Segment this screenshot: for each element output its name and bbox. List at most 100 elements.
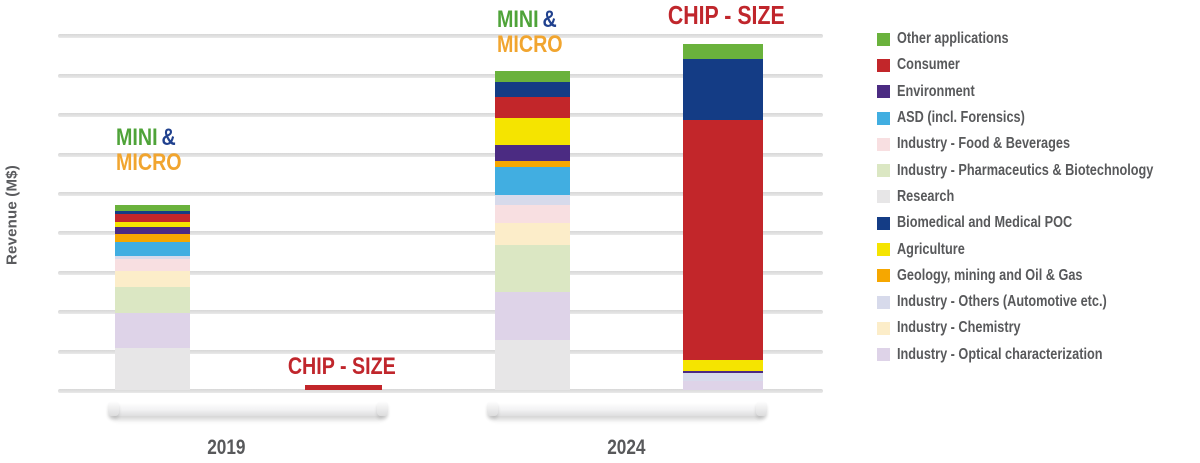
bar-segment-industry-optical-characterization xyxy=(495,291,570,340)
legend-label: Industry - Pharmaceutics & Biotechnology xyxy=(897,161,1154,179)
legend-item: Geology, mining and Oil & Gas xyxy=(877,263,1200,289)
legend-item: Research xyxy=(877,184,1200,210)
legend-swatch xyxy=(877,111,890,125)
annotation-mini-word: MINI xyxy=(497,6,539,33)
bar-chip-size-2024 xyxy=(683,43,763,390)
bar-segment-geology-mining-and-oil-gas xyxy=(115,234,190,242)
bar-segment-consumer xyxy=(683,119,763,361)
legend-label: Geology, mining and Oil & Gas xyxy=(897,266,1083,284)
legend-swatch xyxy=(877,348,890,362)
bar-segment-agriculture xyxy=(115,221,190,227)
x-axis-bracket-2024 xyxy=(487,401,767,416)
bar-mini-micro-2024 xyxy=(495,70,570,390)
legend-swatch xyxy=(877,321,890,335)
legend-swatch xyxy=(877,137,890,151)
bar-segment-industry-others-automotive-etc- xyxy=(495,195,570,205)
annotation-amp: & xyxy=(161,124,176,151)
legend-swatch xyxy=(877,243,890,257)
legend: Other applications Consumer Environment ASD… xyxy=(877,26,1200,368)
legend-label: Consumer xyxy=(897,56,960,74)
bar-segment-industry-others-automotive-etc- xyxy=(683,373,763,381)
legend-item: Industry - Others (Automotive etc.) xyxy=(877,289,1200,315)
legend-label: Environment xyxy=(897,82,975,100)
bar-chip-size-2019 xyxy=(305,384,382,390)
bar-segment-biomedical-and-medical-poc xyxy=(683,58,763,120)
legend-label: Industry - Others (Automotive etc.) xyxy=(897,293,1107,311)
bar-segment-environment xyxy=(495,145,570,162)
legend-swatch xyxy=(877,216,890,230)
gridline xyxy=(58,152,823,157)
legend-item: Other applications xyxy=(877,26,1200,52)
legend-label: Agriculture xyxy=(897,240,965,258)
x-axis-bracket-2019 xyxy=(108,401,388,416)
bar-segment-other-applications xyxy=(683,43,763,59)
annotation-mini-micro-2024: MINI & MICRO xyxy=(497,6,577,58)
legend-label: Other applications xyxy=(897,30,1009,48)
bar-segment-industry-pharmaceutics-biotechnology xyxy=(115,287,190,314)
gridline xyxy=(58,270,823,275)
bar-segment-environment xyxy=(683,371,763,374)
legend-label: Industry - Food & Beverages xyxy=(897,135,1071,153)
annotation-chip-size-2024: CHIP - SIZE xyxy=(667,0,785,30)
bar-segment-industry-chemistry xyxy=(115,271,190,288)
legend-swatch xyxy=(877,295,890,309)
annotation-mini-word: MINI xyxy=(116,124,158,151)
bar-segment-industry-chemistry xyxy=(495,222,570,246)
legend-swatch xyxy=(877,269,890,283)
gridline xyxy=(58,231,823,236)
bar-segment-biomedical-and-medical-poc xyxy=(115,210,190,214)
legend-swatch xyxy=(877,58,890,72)
bar-segment-asd-incl-forensics- xyxy=(115,241,190,257)
bar-segment-geology-mining-and-oil-gas xyxy=(495,161,570,168)
annotation-micro-word: MICRO xyxy=(497,30,563,58)
legend-item: Biomedical and Medical POC xyxy=(877,210,1200,236)
plot-area xyxy=(58,34,823,393)
bar-segment-other-applications xyxy=(495,70,570,83)
legend-item: Industry - Pharmaceutics & Biotechnology xyxy=(877,157,1200,183)
legend-item: Consumer xyxy=(877,52,1200,78)
gridline xyxy=(58,310,823,315)
legend-item: Industry - Optical characterization xyxy=(877,342,1200,368)
bar-segment-consumer xyxy=(495,97,570,119)
x-tick-2019: 2019 xyxy=(206,436,246,459)
bar-mini-micro-2019 xyxy=(115,204,190,390)
bar-segment-industry-others-automotive-etc- xyxy=(115,256,190,260)
bar-segment-other-applications xyxy=(115,204,190,211)
bar-segment-industry-food-beverages xyxy=(495,204,570,223)
gridline xyxy=(58,389,823,393)
bar-segment-asd-incl-forensics- xyxy=(495,167,570,196)
bar-segment-agriculture xyxy=(495,118,570,145)
gridline xyxy=(58,349,823,354)
annotation-mini-micro-2019: MINI & MICRO xyxy=(116,124,196,176)
legend-item: ASD (incl. Forensics) xyxy=(877,105,1200,131)
annotation-amp: & xyxy=(542,6,557,33)
bar-segment-research xyxy=(495,339,570,390)
legend-label: Industry - Chemistry xyxy=(897,319,1021,337)
legend-swatch xyxy=(877,190,890,204)
legend-item: Industry - Chemistry xyxy=(877,315,1200,341)
legend-label: ASD (incl. Forensics) xyxy=(897,109,1025,127)
legend-swatch xyxy=(877,32,890,46)
bar-segment-consumer xyxy=(305,384,382,390)
gridline xyxy=(58,113,823,118)
bar-segment-industry-optical-characterization xyxy=(683,380,763,390)
legend-swatch xyxy=(877,164,890,178)
legend-item: Environment xyxy=(877,79,1200,105)
legend-label: Industry - Optical characterization xyxy=(897,345,1103,363)
legend-label: Biomedical and Medical POC xyxy=(897,214,1073,232)
bar-segment-research xyxy=(115,348,190,390)
legend-item: Industry - Food & Beverages xyxy=(877,131,1200,157)
bar-segment-industry-food-beverages xyxy=(115,259,190,272)
bar-segment-agriculture xyxy=(683,360,763,372)
annotation-micro-word: MICRO xyxy=(116,148,182,176)
gridline xyxy=(58,192,823,196)
bar-segment-environment xyxy=(115,226,190,235)
gridline xyxy=(58,73,823,78)
bar-segment-consumer xyxy=(115,213,190,222)
bar-segment-biomedical-and-medical-poc xyxy=(495,82,570,98)
legend-swatch xyxy=(877,85,890,99)
legend-item: Agriculture xyxy=(877,236,1200,262)
x-tick-2024: 2024 xyxy=(606,436,646,459)
bar-segment-industry-optical-characterization xyxy=(115,313,190,349)
